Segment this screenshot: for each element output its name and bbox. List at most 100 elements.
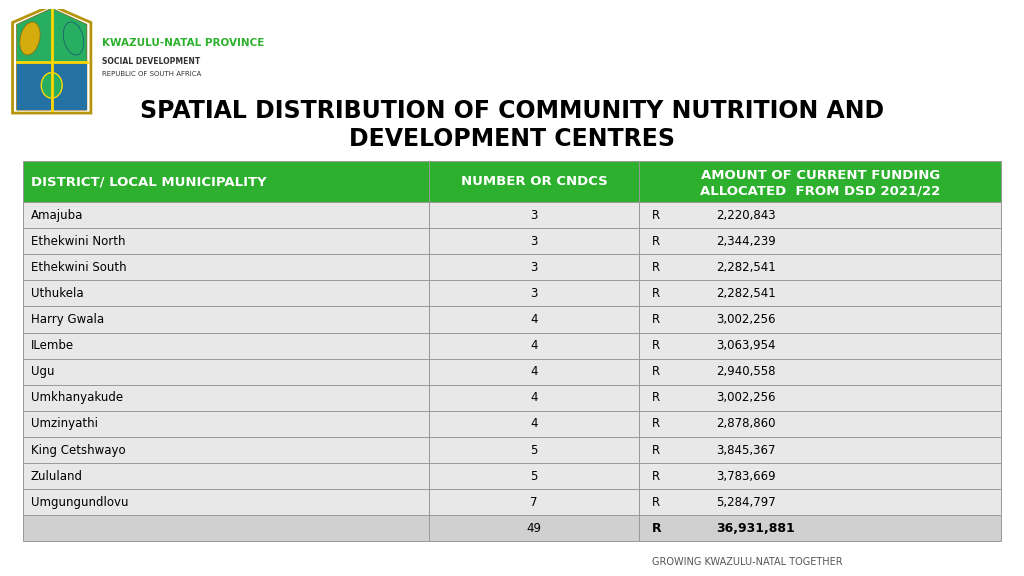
Polygon shape (16, 62, 86, 110)
Text: R: R (651, 287, 659, 300)
Text: R: R (651, 209, 659, 222)
Text: 3,063,954: 3,063,954 (716, 339, 775, 352)
Text: 3,783,669: 3,783,669 (716, 469, 776, 483)
Text: 2,282,541: 2,282,541 (716, 287, 776, 300)
Text: King Cetshwayo: King Cetshwayo (31, 444, 125, 457)
Bar (23, 437, 429, 463)
Bar (639, 411, 1001, 437)
Bar (23, 359, 429, 385)
Bar (23, 202, 429, 228)
Text: 5: 5 (530, 444, 538, 457)
Bar (639, 463, 1001, 489)
Text: REPUBLIC OF SOUTH AFRICA: REPUBLIC OF SOUTH AFRICA (102, 71, 202, 77)
Polygon shape (16, 9, 86, 62)
Bar (639, 489, 1001, 516)
Bar (639, 306, 1001, 332)
Bar (639, 359, 1001, 385)
Text: SOCIAL DEVELOPMENT: SOCIAL DEVELOPMENT (102, 57, 201, 66)
Text: 3: 3 (530, 209, 538, 222)
Text: Harry Gwala: Harry Gwala (31, 313, 103, 326)
Bar (639, 385, 1001, 411)
Bar (23, 489, 429, 516)
Text: 4: 4 (530, 313, 538, 326)
Text: 4: 4 (530, 391, 538, 404)
Text: R: R (651, 339, 659, 352)
Bar (429, 463, 639, 489)
Bar (639, 202, 1001, 228)
Bar (639, 437, 1001, 463)
Text: 2,344,239: 2,344,239 (716, 234, 776, 248)
Bar (639, 254, 1001, 281)
Text: 4: 4 (530, 339, 538, 352)
Text: 3,002,256: 3,002,256 (716, 391, 775, 404)
Text: Zululand: Zululand (31, 469, 83, 483)
Ellipse shape (63, 22, 84, 55)
Bar (429, 281, 639, 306)
Text: Ugu: Ugu (31, 365, 54, 378)
Text: 2,220,843: 2,220,843 (716, 209, 776, 222)
Circle shape (41, 73, 62, 98)
Bar (23, 254, 429, 281)
Bar (429, 228, 639, 254)
Bar (23, 411, 429, 437)
Text: R: R (651, 234, 659, 248)
Text: 7: 7 (530, 496, 538, 509)
Bar (23, 516, 429, 541)
Bar (429, 161, 639, 202)
Text: R: R (651, 418, 659, 430)
Text: Uthukela: Uthukela (31, 287, 83, 300)
Text: 4: 4 (530, 418, 538, 430)
Text: 3: 3 (530, 261, 538, 274)
Text: Umgungundlovu: Umgungundlovu (31, 496, 128, 509)
Text: R: R (651, 365, 659, 378)
Text: NUMBER OR CNDCS: NUMBER OR CNDCS (461, 175, 607, 188)
Bar (429, 254, 639, 281)
Text: DISTRICT/ LOCAL MUNICIPALITY: DISTRICT/ LOCAL MUNICIPALITY (31, 175, 266, 188)
Text: Amajuba: Amajuba (31, 209, 83, 222)
Bar (429, 516, 639, 541)
Text: 2,282,541: 2,282,541 (716, 261, 776, 274)
Text: 5,284,797: 5,284,797 (716, 496, 776, 509)
Text: R: R (651, 391, 659, 404)
Text: R: R (651, 444, 659, 457)
Bar (639, 332, 1001, 359)
Text: SPATIAL DISTRIBUTION OF COMMUNITY NUTRITION AND: SPATIAL DISTRIBUTION OF COMMUNITY NUTRIT… (140, 98, 884, 123)
Text: ALLOCATED  FROM DSD 2021/22: ALLOCATED FROM DSD 2021/22 (700, 184, 940, 197)
Text: ILembe: ILembe (31, 339, 74, 352)
Bar (429, 332, 639, 359)
Bar (639, 516, 1001, 541)
Text: GROWING KWAZULU-NATAL TOGETHER: GROWING KWAZULU-NATAL TOGETHER (652, 556, 843, 567)
Text: Ethekwini South: Ethekwini South (31, 261, 126, 274)
Polygon shape (16, 9, 86, 110)
Text: 2,940,558: 2,940,558 (716, 365, 775, 378)
Bar (23, 306, 429, 332)
Bar (639, 228, 1001, 254)
Text: 36,931,881: 36,931,881 (716, 522, 795, 535)
Text: 2,878,860: 2,878,860 (716, 418, 775, 430)
Text: KWAZULU-NATAL PROVINCE: KWAZULU-NATAL PROVINCE (102, 38, 265, 48)
Ellipse shape (19, 22, 40, 55)
Text: 3,002,256: 3,002,256 (716, 313, 775, 326)
Bar (429, 202, 639, 228)
Bar (429, 385, 639, 411)
Bar (23, 161, 429, 202)
Text: R: R (651, 496, 659, 509)
Bar (429, 489, 639, 516)
Bar (639, 281, 1001, 306)
Text: Umkhanyakude: Umkhanyakude (31, 391, 123, 404)
Text: DEVELOPMENT CENTRES: DEVELOPMENT CENTRES (349, 127, 675, 151)
Bar (429, 359, 639, 385)
Text: R: R (651, 522, 662, 535)
Bar (429, 411, 639, 437)
Text: 5: 5 (530, 469, 538, 483)
Bar (429, 306, 639, 332)
Text: 3: 3 (530, 287, 538, 300)
Text: R: R (651, 469, 659, 483)
Bar (429, 437, 639, 463)
Text: 4: 4 (530, 365, 538, 378)
Bar (23, 385, 429, 411)
Text: 49: 49 (526, 522, 542, 535)
Text: Umzinyathi: Umzinyathi (31, 418, 97, 430)
Bar (639, 161, 1001, 202)
Text: 3,845,367: 3,845,367 (716, 444, 775, 457)
